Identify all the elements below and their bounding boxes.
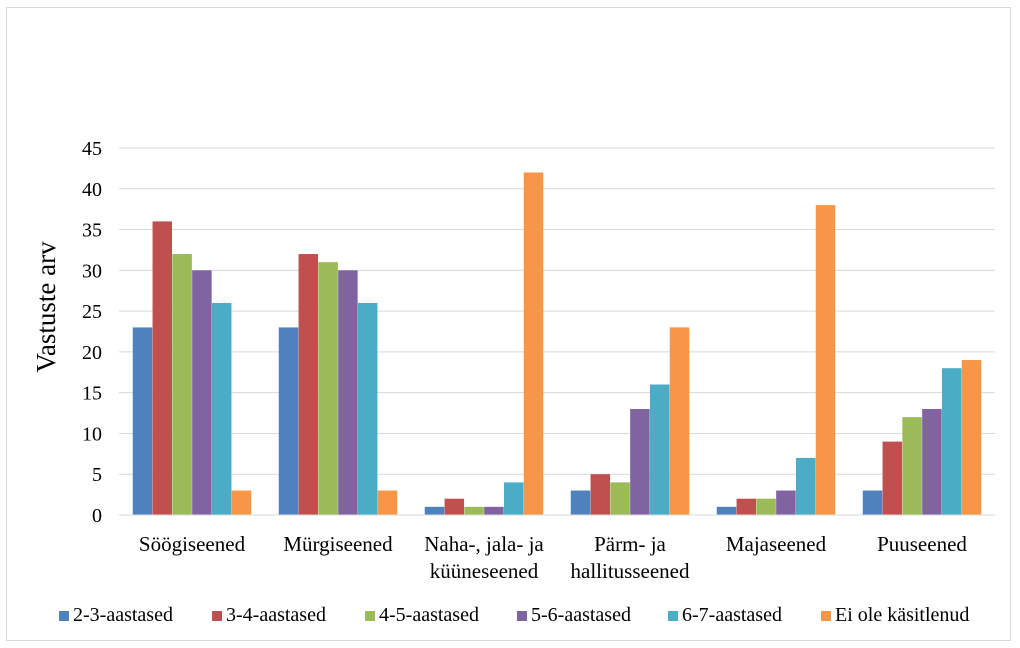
legend: 2-3-aastased 3-4-aastased 4-5-aastased 5-6-… (59, 604, 969, 626)
y-tick-label: 35 (82, 220, 102, 242)
y-tick-label: 5 (92, 464, 102, 486)
x-category-label: Naha-, jala- ja (424, 532, 544, 556)
x-category-label: Pärm- ja (594, 532, 666, 556)
bar-ei-ole-käsitlenud-cat-2 (523, 172, 544, 515)
gridlines (119, 147, 995, 475)
bar-6-7-aastased-cat-3 (649, 384, 670, 515)
legend-label: 6-7-aastased (682, 604, 782, 626)
bar-5-6-aastased-cat-5 (922, 408, 942, 515)
legend-label: 4-5-aastased (379, 604, 479, 626)
bar-4-5-aastased-cat-3 (610, 482, 630, 515)
legend-swatch (517, 611, 527, 621)
legend-label: Ei ole käsitlenud (835, 604, 969, 626)
x-category-label: Puuseened (877, 532, 967, 556)
bar-3-4-aastased-cat-1 (298, 254, 319, 515)
bar-6-7-aastased-cat-0 (211, 302, 232, 515)
legend-label: 2-3-aastased (73, 604, 173, 626)
bar-3-4-aastased-cat-5 (882, 441, 903, 515)
y-tick-label: 45 (82, 138, 102, 160)
bar-5-6-aastased-cat-0 (192, 270, 212, 515)
bar-4-5-aastased-cat-5 (902, 417, 922, 515)
legend-label: 3-4-aastased (226, 604, 326, 626)
x-category-label: Majaseened (726, 532, 827, 556)
y-tick-label: 0 (92, 505, 102, 527)
legend-swatch (59, 611, 69, 621)
bar-ei-ole-käsitlenud-cat-0 (231, 490, 252, 515)
legend-swatch (668, 611, 678, 621)
legend-swatch (365, 611, 375, 621)
bar-2-3-aastased-cat-5 (862, 490, 883, 515)
bar-6-7-aastased-cat-5 (941, 368, 962, 515)
bar-ei-ole-käsitlenud-cat-3 (669, 327, 690, 515)
bar-5-6-aastased-cat-1 (338, 270, 358, 515)
bar-4-5-aastased-cat-1 (318, 262, 338, 515)
bar-3-4-aastased-cat-3 (590, 474, 611, 515)
legend-swatch (821, 611, 831, 621)
bar-6-7-aastased-cat-4 (795, 457, 816, 515)
y-tick-label: 20 (82, 342, 102, 364)
bar-5-6-aastased-cat-3 (630, 408, 650, 515)
y-axis-label: Vastuste arv (31, 241, 61, 373)
y-tick-label: 25 (82, 301, 102, 323)
bar-6-7-aastased-cat-2 (503, 482, 524, 515)
bar-5-6-aastased-cat-2 (484, 506, 504, 515)
chart-frame: 0 5 10 15 20 25 30 35 40 45 Vastuste arv Söögisee… (6, 7, 1011, 641)
legend-label: 5-6-aastased (531, 604, 631, 626)
x-category-label: küüneseened (430, 559, 539, 583)
y-axis-ticks: 0 5 10 15 20 25 30 35 40 45 (82, 138, 102, 527)
bar-2-3-aastased-cat-4 (716, 506, 737, 515)
bar-3-4-aastased-cat-0 (152, 221, 173, 515)
y-tick-label: 10 (82, 423, 102, 445)
x-axis-labels: Söögiseened Mürgiseened Naha-, jala- ja küü… (139, 532, 967, 583)
y-tick-label: 30 (82, 260, 102, 282)
x-category-label: Söögiseened (139, 532, 246, 556)
bar-4-5-aastased-cat-4 (756, 498, 776, 515)
bar-4-5-aastased-cat-0 (172, 254, 192, 515)
bar-chart: 0 5 10 15 20 25 30 35 40 45 Vastuste arv Söögisee… (31, 138, 995, 626)
bars (132, 172, 982, 516)
bar-5-6-aastased-cat-4 (776, 490, 796, 515)
bar-ei-ole-käsitlenud-cat-1 (377, 490, 398, 515)
y-tick-label: 15 (82, 383, 102, 405)
legend-swatch (212, 611, 222, 621)
bar-3-4-aastased-cat-2 (444, 498, 465, 515)
bar-2-3-aastased-cat-3 (570, 490, 591, 515)
bar-2-3-aastased-cat-1 (278, 327, 299, 515)
x-category-label: hallitusseened (571, 559, 690, 583)
bar-3-4-aastased-cat-4 (736, 498, 757, 515)
bar-2-3-aastased-cat-0 (132, 327, 153, 515)
y-tick-label: 40 (82, 179, 102, 201)
bar-2-3-aastased-cat-2 (424, 506, 445, 515)
bar-4-5-aastased-cat-2 (464, 506, 484, 515)
x-category-label: Mürgiseened (283, 532, 393, 556)
bar-6-7-aastased-cat-1 (357, 302, 378, 515)
bar-ei-ole-käsitlenud-cat-5 (961, 360, 982, 515)
bar-ei-ole-käsitlenud-cat-4 (815, 205, 836, 516)
